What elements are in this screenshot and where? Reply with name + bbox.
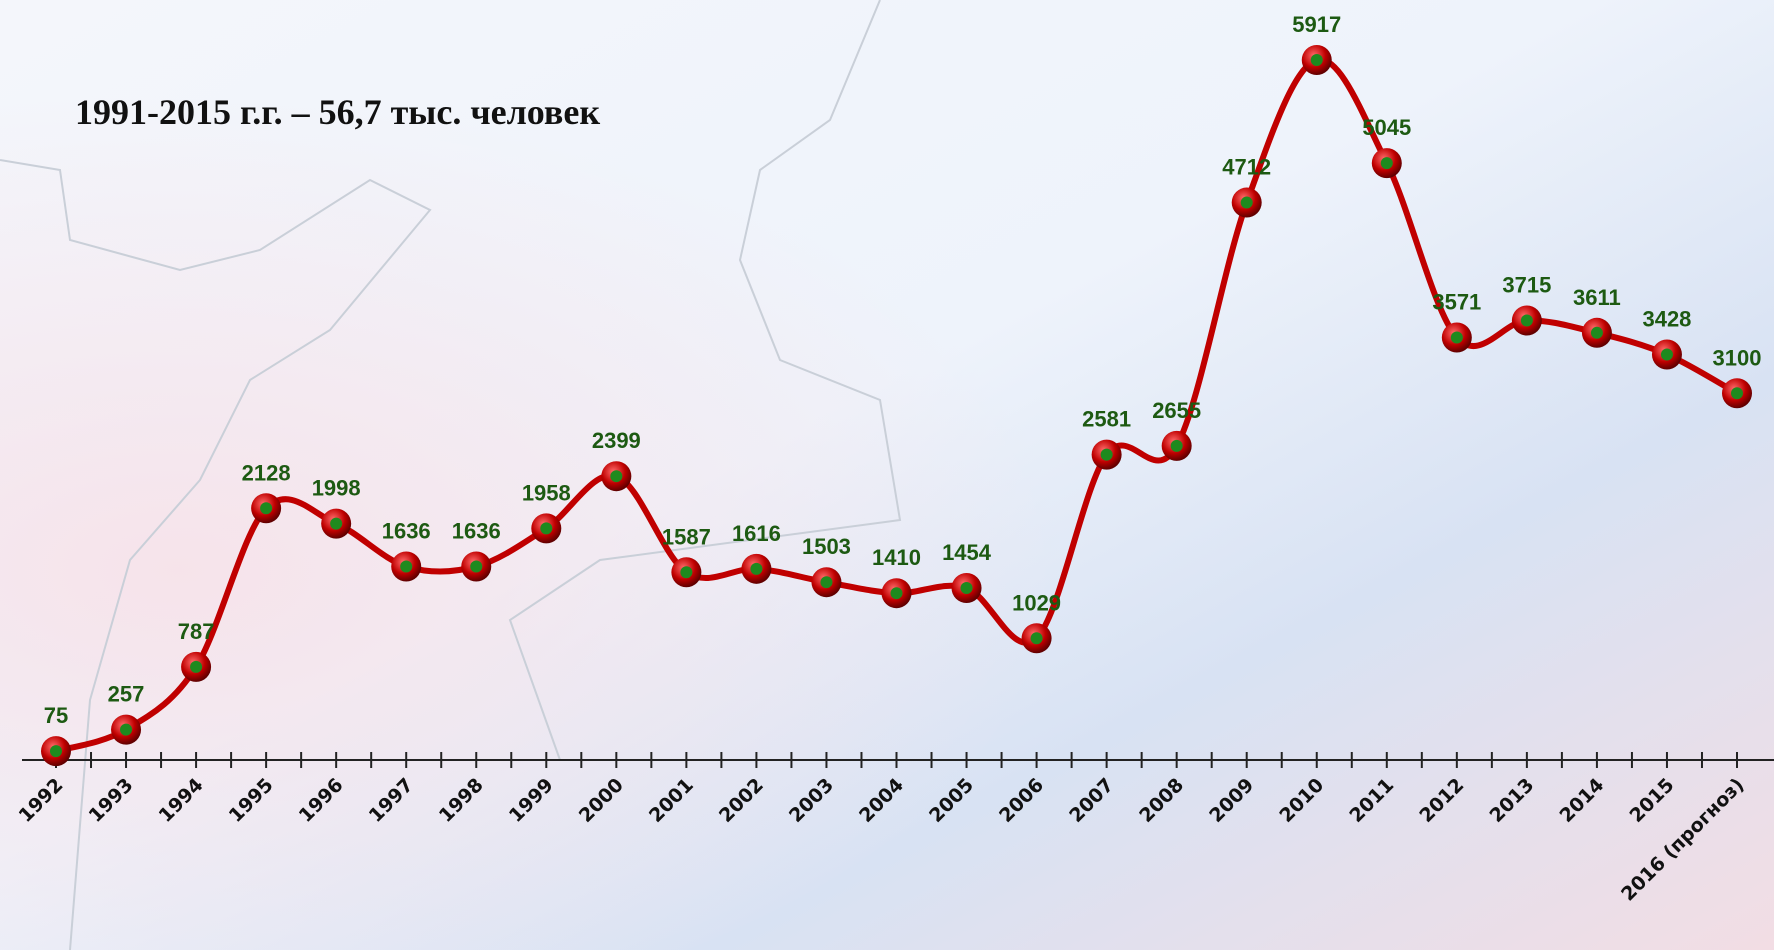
marker: [1371, 148, 1402, 179]
marker-inner: [750, 562, 763, 575]
data-label: 1958: [522, 480, 571, 505]
marker: [881, 578, 912, 609]
marker: [1651, 339, 1682, 370]
data-label: 5045: [1362, 115, 1411, 140]
data-label: 3715: [1502, 273, 1551, 298]
data-label: 1998: [312, 476, 361, 501]
marker: [1441, 322, 1472, 353]
marker: [531, 513, 562, 544]
marker-inner: [1450, 331, 1463, 344]
marker-inner: [190, 660, 203, 673]
marker: [1581, 317, 1612, 348]
marker: [671, 557, 702, 588]
marker-inner: [470, 560, 483, 573]
data-label: 1503: [802, 534, 851, 559]
marker: [251, 493, 282, 524]
marker-inner: [330, 517, 343, 530]
marker-inner: [1170, 439, 1183, 452]
marker-inner: [680, 566, 693, 579]
marker-inner: [1731, 387, 1743, 400]
marker-inner: [610, 470, 623, 483]
marker: [181, 651, 212, 682]
marker-inner: [1380, 157, 1393, 170]
data-label: 1636: [382, 518, 431, 543]
data-label: 3571: [1432, 290, 1481, 315]
data-label: 4712: [1222, 155, 1271, 180]
data-label: 3100: [1713, 345, 1762, 370]
marker: [811, 567, 842, 598]
data-label: 2128: [242, 460, 291, 485]
data-label: 1636: [452, 518, 501, 543]
data-label: 2655: [1152, 398, 1201, 423]
data-label: 787: [178, 619, 215, 644]
data-label: 2581: [1082, 407, 1131, 432]
marker-inner: [540, 522, 553, 535]
marker: [41, 736, 71, 767]
marker: [1301, 45, 1332, 75]
data-label: 3611: [1573, 285, 1621, 310]
data-label: 3428: [1642, 306, 1691, 331]
marker: [111, 714, 142, 745]
marker-inner: [50, 745, 62, 758]
map-outline: [0, 159, 432, 950]
marker: [321, 508, 352, 539]
data-label: 1587: [662, 524, 711, 549]
data-label: 1029: [1012, 590, 1061, 615]
marker-inner: [400, 560, 413, 573]
data-label: 1454: [942, 540, 992, 565]
marker-inner: [1100, 448, 1113, 461]
marker: [1091, 439, 1122, 470]
data-label: 257: [108, 682, 145, 707]
marker: [461, 551, 492, 582]
marker-inner: [1030, 632, 1043, 645]
marker: [951, 572, 982, 603]
marker-inner: [1310, 54, 1323, 66]
marker: [1511, 305, 1542, 336]
marker-inner: [120, 723, 133, 736]
chart-title: 1991-2015 г.г. – 56,7 тыс. человек: [75, 92, 600, 132]
marker: [1722, 378, 1752, 409]
data-label: 1616: [732, 521, 781, 546]
data-label: 1410: [872, 545, 921, 570]
marker-inner: [260, 502, 273, 515]
marker-inner: [1660, 348, 1673, 361]
marker: [1231, 187, 1262, 218]
data-label: 2399: [592, 428, 641, 453]
marker: [741, 553, 772, 584]
marker: [391, 551, 422, 582]
marker-inner: [890, 587, 903, 600]
data-label: 5917: [1292, 12, 1341, 37]
marker: [1161, 430, 1192, 461]
map-outline: [508, 0, 902, 761]
marker-inner: [1520, 314, 1533, 327]
data-label: 75: [44, 703, 68, 728]
marker-inner: [960, 581, 973, 594]
marker: [1021, 623, 1052, 654]
marker-inner: [1240, 196, 1253, 209]
marker: [601, 461, 632, 492]
marker-inner: [820, 576, 833, 589]
marker-inner: [1590, 326, 1603, 339]
